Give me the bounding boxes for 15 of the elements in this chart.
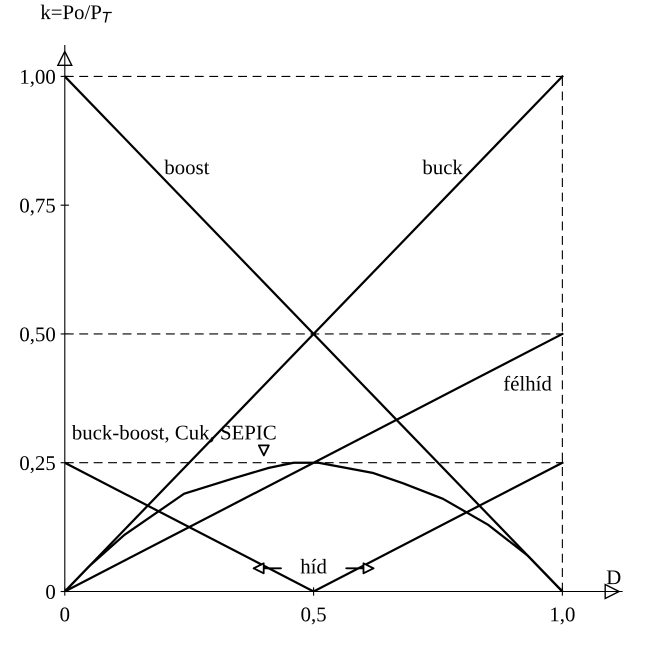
legend-label: híd — [300, 558, 327, 574]
series-label: buck — [422, 160, 463, 174]
x-tick-label: 0 — [60, 607, 70, 622]
series-label: buck-boost, Cuk, SEPIC — [72, 424, 276, 443]
y-tick-label: 0,50 — [20, 327, 55, 344]
y-axis-title: k=Po/P$_{T}$ — [40, 4, 112, 23]
x-tick-label: 0,5 — [301, 607, 326, 624]
y-tick-label: 0,25 — [20, 456, 55, 474]
x-axis-title: D — [606, 570, 620, 584]
y-tick-label: 0,75 — [20, 198, 55, 216]
series-label: félhíd — [504, 376, 552, 391]
x-tick-label: 1,0 — [551, 607, 575, 624]
y-tick-label: 0 — [46, 584, 55, 599]
y-tick-label: 1,00 — [21, 70, 55, 87]
series-label: boost — [164, 160, 210, 174]
